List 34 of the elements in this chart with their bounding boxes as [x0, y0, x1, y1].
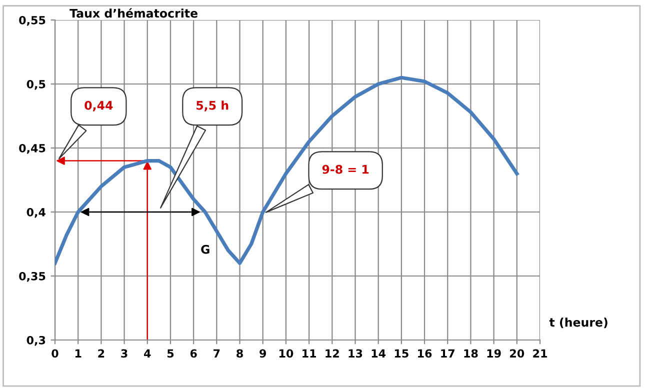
y-tick-label: 0,35 — [19, 272, 46, 282]
x-tick-label: 11 — [302, 349, 316, 358]
x-tick-label: 9 — [260, 349, 266, 358]
y-tick-label: 0,45 — [19, 144, 46, 154]
x-tick-label: 15 — [394, 349, 408, 358]
x-tick-label: 19 — [487, 349, 501, 358]
x-tick-label: 10 — [279, 349, 294, 358]
x-tick-label: 7 — [214, 349, 220, 358]
x-tick-label: 12 — [326, 349, 339, 358]
y-axis-title: Taux d’hématocrite — [70, 8, 198, 18]
x-tick-label: 2 — [98, 349, 104, 358]
y-tick-label: 0,55 — [19, 16, 46, 26]
x-tick-label: 6 — [190, 349, 197, 358]
annotation: 9-8 = 1 — [322, 164, 369, 174]
y-tick-label: 0,5 — [26, 80, 46, 90]
x-axis-title: t (heure) — [549, 318, 608, 328]
annotation: G — [201, 244, 210, 254]
x-tick-label: 13 — [348, 349, 362, 358]
annotation: 0,44 — [84, 100, 113, 112]
x-tick-label: 8 — [236, 349, 243, 358]
x-tick-label: 3 — [121, 349, 128, 358]
x-tick-label: 5 — [167, 349, 174, 358]
x-tick-label: 4 — [144, 349, 151, 358]
x-tick-label: 20 — [510, 349, 524, 358]
x-tick-label: 17 — [441, 349, 454, 358]
y-tick-label: 0,3 — [26, 336, 46, 346]
y-tick-label: 0,4 — [26, 208, 46, 218]
annotation: 5,5 h — [196, 100, 228, 112]
x-tick-label: 1 — [75, 349, 82, 358]
x-tick-label: 21 — [533, 349, 547, 358]
x-tick-label: 0 — [52, 349, 58, 358]
x-tick-label: 14 — [372, 349, 386, 358]
x-tick-label: 18 — [464, 349, 478, 358]
x-tick-label: 16 — [418, 349, 432, 358]
